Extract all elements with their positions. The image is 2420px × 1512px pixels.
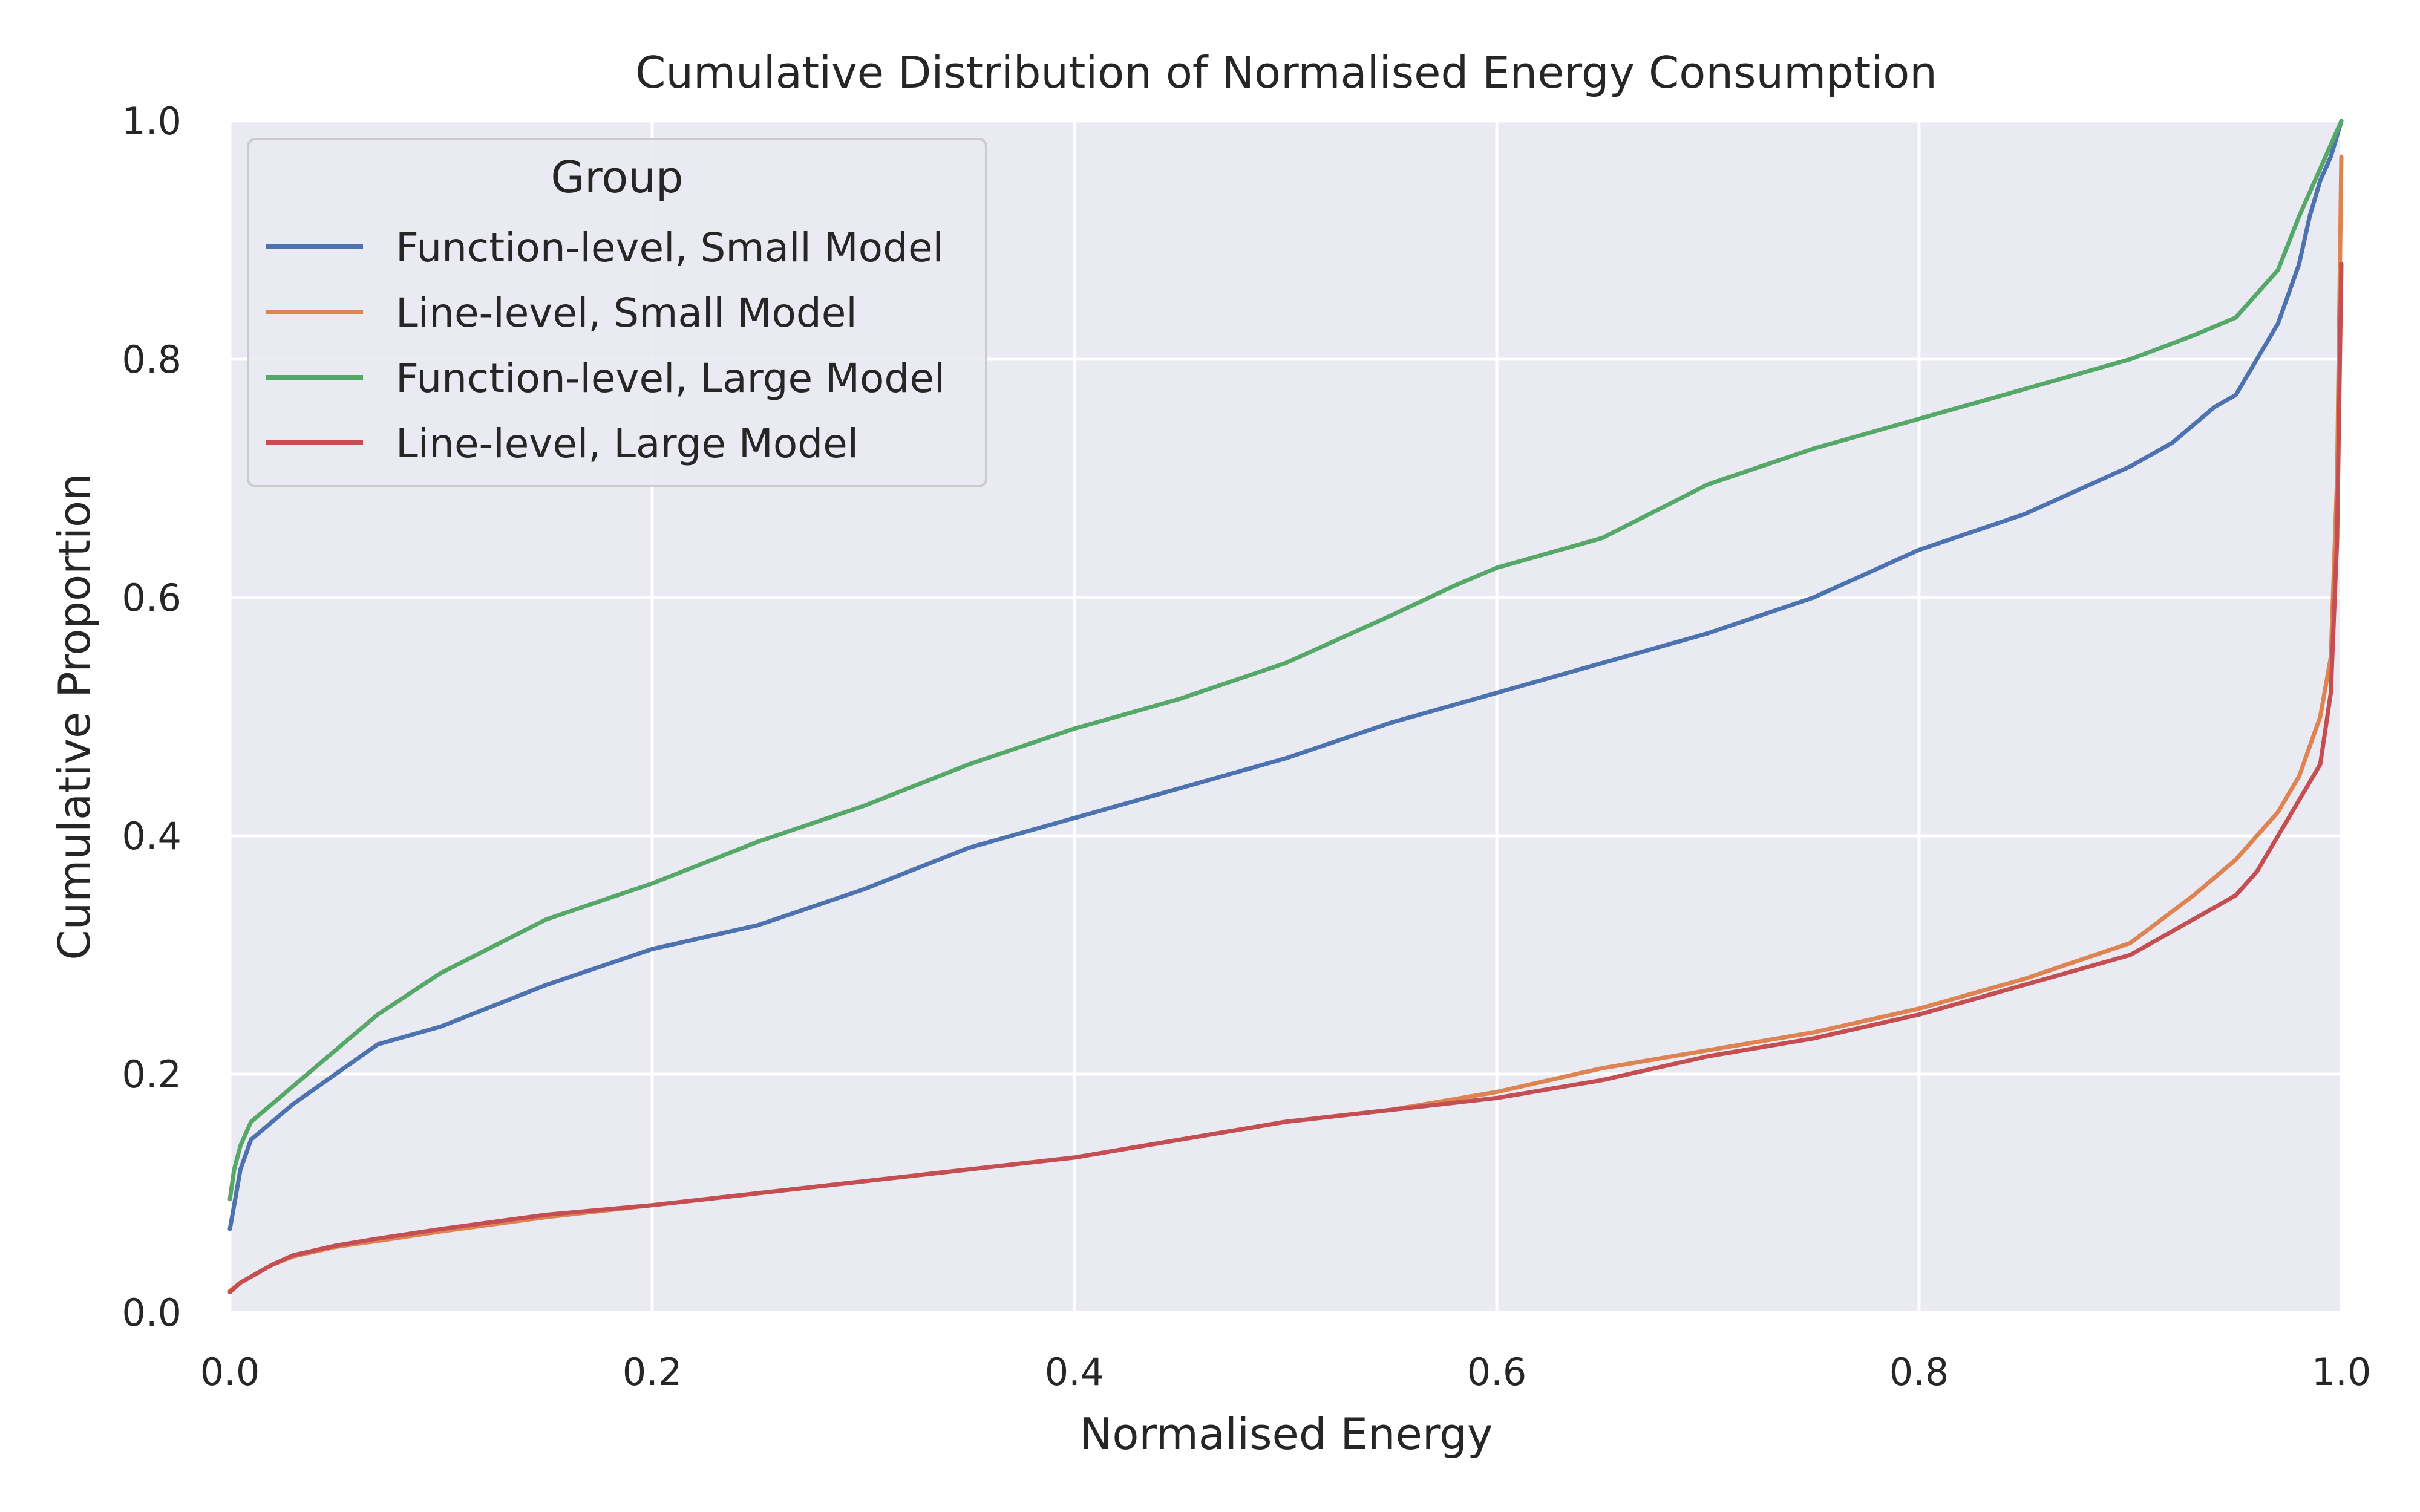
series-line-1: [227, 119, 2344, 1231]
chart-title: Cumulative Distribution of Normalised En…: [635, 47, 1937, 98]
y-tick-labels: 0.0 0.2 0.4 0.6 0.8 1.0: [122, 99, 182, 1335]
x-tick-label: 0.2: [623, 1350, 682, 1394]
legend-label: Function-level, Small Model: [396, 224, 944, 271]
legend-frame: [247, 138, 987, 487]
legend-label: Line-level, Small Model: [396, 290, 857, 336]
y-tick-label: 1.0: [122, 99, 182, 143]
legend-label: Line-level, Large Model: [396, 420, 858, 467]
y-tick-label: 0.4: [122, 814, 182, 858]
legend-label: Function-level, Large Model: [396, 355, 945, 402]
y-tick-label: 0.6: [122, 576, 182, 620]
series-line-3: [227, 119, 2344, 1202]
legend: Group Function-level, Small Model Line-le…: [247, 138, 987, 487]
x-tick-label: 0.0: [200, 1350, 260, 1394]
series-line-4: [227, 261, 2344, 1294]
x-tick-label: 0.6: [1467, 1350, 1527, 1394]
y-axis-label: Cumulative Proportion: [49, 473, 100, 960]
y-tick-label: 0.8: [122, 337, 182, 382]
series-group: [227, 119, 2344, 1294]
y-tick-label: 0.2: [122, 1052, 182, 1097]
x-tick-label: 0.4: [1045, 1350, 1105, 1394]
legend-title: Group: [551, 152, 683, 203]
x-tick-labels: 0.0 0.2 0.4 0.6 0.8 1.0: [200, 1350, 2372, 1394]
legend-items: Function-level, Small Model Line-level, S…: [266, 224, 945, 467]
x-axis-label: Normalised Energy: [1080, 1409, 1493, 1459]
x-tick-label: 1.0: [2312, 1350, 2372, 1394]
y-tick-label: 0.0: [122, 1291, 182, 1335]
x-tick-label: 0.8: [1889, 1350, 1949, 1394]
grid-lines: [228, 119, 2343, 1314]
